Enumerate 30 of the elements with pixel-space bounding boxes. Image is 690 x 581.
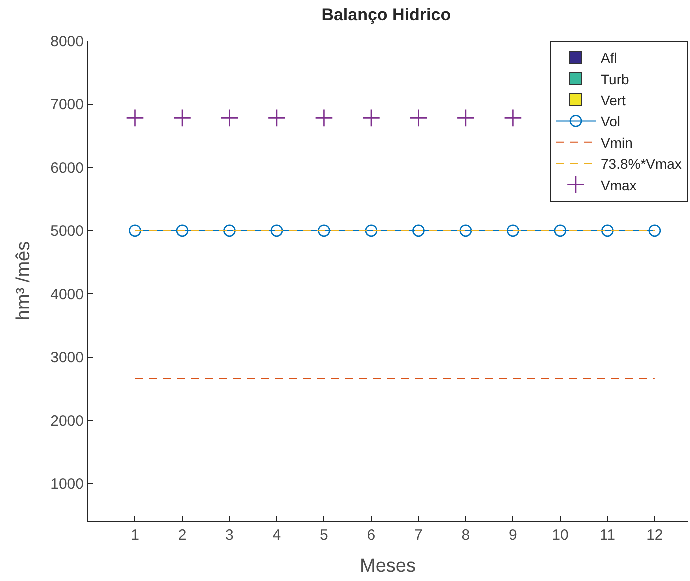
legend-label: Vmax — [601, 177, 637, 194]
x-tick-label: 12 — [646, 527, 664, 544]
x-tick-label: 2 — [178, 527, 187, 544]
y-tick-label: 8000 — [50, 33, 84, 50]
legend-label: 73.8%*Vmax — [601, 156, 682, 172]
legend-label: Vmin — [601, 134, 633, 151]
x-tick-label: 4 — [272, 527, 282, 544]
y-tick-label: 4000 — [50, 286, 84, 304]
legend-label: Vert — [601, 92, 626, 108]
legend-label: Vol — [601, 114, 620, 130]
y-tick-label: 1000 — [50, 476, 84, 494]
y-tick-label: 5000 — [50, 223, 84, 240]
x-tick-label: 5 — [320, 527, 328, 544]
chart-title: Balanço Hidrico — [322, 6, 452, 25]
y-tick-label: 6000 — [50, 160, 84, 177]
y-tick-label: 7000 — [50, 96, 84, 114]
x-tick-label: 11 — [600, 527, 616, 544]
legend-label: Afl — [601, 50, 618, 66]
x-tick-label: 1 — [131, 527, 140, 544]
y-tick-label: 2000 — [50, 412, 84, 430]
x-axis-title: Meses — [360, 556, 416, 577]
x-tick-label: 9 — [509, 527, 518, 544]
y-axis-title: hm³ /mês — [13, 241, 34, 321]
y-tick-label: 3000 — [50, 350, 84, 367]
x-tick-label: 3 — [226, 527, 234, 544]
x-tick-label: 7 — [414, 527, 423, 544]
x-tick-label: 8 — [462, 527, 470, 544]
legend-label: Turb — [601, 71, 630, 88]
x-tick-label: 6 — [367, 527, 376, 544]
x-tick-label: 10 — [552, 527, 569, 544]
